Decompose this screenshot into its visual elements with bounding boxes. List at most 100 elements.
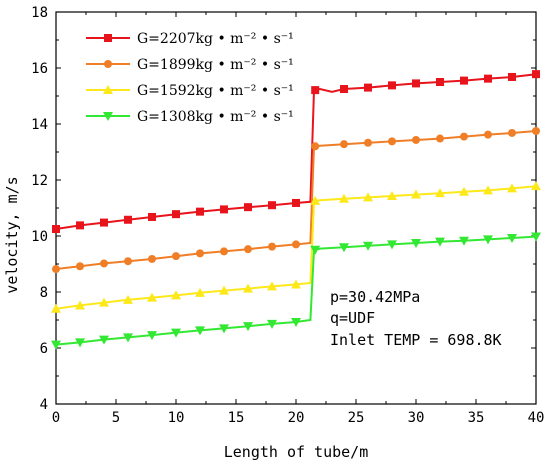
data-point (52, 225, 60, 233)
y-tick-label: 10 (31, 229, 48, 245)
x-tick-label: 25 (348, 410, 365, 426)
data-point (99, 335, 109, 345)
data-point (387, 190, 397, 200)
data-point (459, 236, 469, 246)
series-layer (51, 70, 541, 350)
data-point (507, 233, 517, 243)
data-point (363, 192, 373, 202)
data-point (363, 241, 373, 251)
data-point (364, 83, 372, 92)
data-point (436, 134, 444, 143)
data-point (196, 249, 204, 258)
y-axis-title: velocity, m/s (3, 176, 21, 293)
data-point (339, 193, 349, 203)
data-point (171, 328, 181, 338)
data-point (459, 186, 469, 196)
data-point (531, 232, 541, 242)
data-point (195, 287, 205, 297)
legend-marker (104, 60, 112, 68)
data-point (508, 128, 516, 137)
y-tick-label: 16 (31, 61, 48, 77)
data-point (435, 237, 445, 247)
data-point (75, 300, 85, 310)
data-point (51, 303, 61, 313)
x-tick-label: 0 (52, 410, 60, 426)
y-tick-label: 12 (31, 173, 48, 189)
data-point (243, 283, 253, 293)
data-point (388, 81, 396, 90)
data-point (311, 142, 320, 151)
x-tick-label: 30 (408, 410, 425, 426)
data-point (483, 235, 493, 245)
data-point (292, 240, 300, 249)
data-point (195, 326, 205, 336)
data-point (460, 132, 468, 141)
series-line (55, 185, 537, 310)
data-point (124, 257, 132, 266)
data-point (411, 239, 421, 248)
data-point (220, 247, 228, 256)
data-point (171, 290, 181, 300)
y-tick-label: 14 (31, 117, 48, 133)
data-point (412, 79, 420, 88)
data-point (219, 285, 229, 295)
legend: G=2207kg • m⁻² • s⁻¹ G=1899kg • m⁻² • s⁻¹… (86, 31, 294, 125)
data-point (310, 245, 321, 255)
legend-label: G=2207kg • m⁻² • s⁻¹ (137, 31, 294, 47)
data-point (435, 188, 445, 198)
ticks: 0 5 10 15 20 25 30 35 40 4 6 8 10 12 14 16 18 (31, 5, 544, 426)
data-point (460, 76, 468, 85)
data-point (340, 85, 348, 93)
data-point (292, 198, 300, 207)
series-1 (52, 127, 540, 274)
data-point (75, 338, 85, 348)
data-point (99, 297, 109, 307)
data-point (411, 189, 421, 199)
annotation-pressure: p=30.42MPa (330, 288, 420, 306)
data-point (100, 259, 108, 268)
data-point (483, 185, 493, 195)
data-point (100, 218, 108, 227)
data-point (531, 181, 541, 191)
data-point (268, 201, 276, 210)
x-tick-label: 40 (528, 410, 545, 426)
series-line (55, 235, 537, 346)
data-point (123, 333, 133, 343)
data-point (532, 70, 540, 79)
x-tick-label: 20 (288, 410, 305, 426)
data-point (532, 127, 540, 135)
legend-marker (103, 112, 113, 121)
legend-label: G=1899kg • m⁻² • s⁻¹ (137, 57, 294, 73)
data-point (172, 210, 180, 219)
data-point (311, 86, 320, 95)
data-point (387, 240, 397, 250)
data-point (507, 183, 517, 193)
legend-marker (103, 85, 113, 94)
x-tick-label: 5 (112, 410, 120, 426)
data-point (52, 265, 60, 274)
legend-label: G=1308kg • m⁻² • s⁻¹ (137, 109, 294, 125)
data-point (244, 245, 252, 254)
y-tick-label: 6 (40, 341, 48, 357)
x-axis-title: Length of tube/m (224, 443, 369, 461)
data-point (244, 203, 252, 212)
data-point (76, 262, 84, 271)
data-point (123, 294, 133, 304)
annotation-heat-flux: q=UDF (330, 309, 375, 327)
data-point (147, 292, 157, 302)
data-point (172, 252, 180, 261)
data-point (267, 319, 277, 329)
annotation-inlet-temp: Inlet TEMP = 698.8K (330, 331, 502, 349)
data-point (436, 78, 444, 86)
x-tick-label: 10 (168, 410, 185, 426)
data-point (147, 331, 157, 341)
data-point (243, 322, 253, 332)
y-tick-label: 8 (40, 285, 48, 301)
data-point (339, 243, 349, 253)
data-point (291, 279, 301, 289)
data-point (484, 130, 492, 139)
series-0 (52, 70, 540, 233)
data-point (220, 205, 228, 214)
data-point (219, 324, 229, 334)
